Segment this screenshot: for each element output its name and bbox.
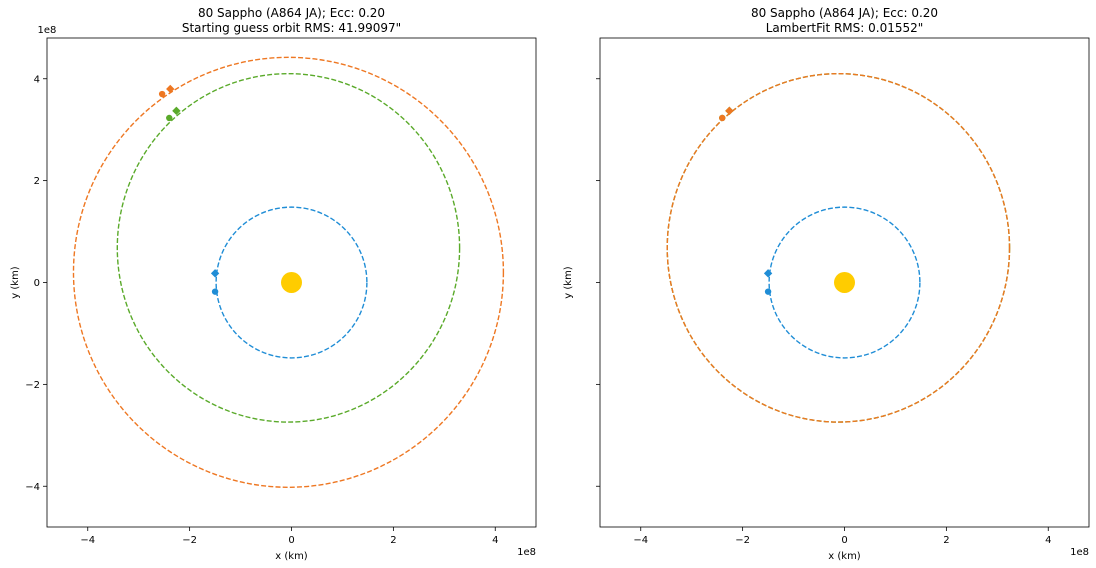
dot-marker-2: [166, 114, 173, 122]
x-tick-label: 0: [288, 535, 294, 546]
dot-marker-3: [158, 90, 166, 98]
dot-marker-1: [764, 288, 772, 295]
plot-area: [666, 72, 1011, 423]
x-tick-label: 2: [390, 535, 396, 546]
x-axis-label: x (km): [828, 551, 861, 562]
diamond-marker-1: [210, 269, 220, 278]
y-axis-label: y (km): [10, 266, 21, 299]
diamond-marker-2: [172, 106, 181, 116]
y-tick-label: 0: [34, 278, 40, 289]
x-exponent-label: 1e8: [1070, 547, 1089, 558]
chart-subtitle: LambertFit RMS: 0.01552": [766, 21, 924, 35]
dot-marker-1: [211, 288, 219, 295]
sun-marker: [281, 272, 302, 293]
diamond-marker-3: [725, 106, 734, 116]
diamond-marker-3: [166, 84, 175, 94]
x-tick-label: 4: [492, 535, 498, 546]
y-tick-label: 4: [34, 74, 40, 85]
chart-title: 80 Sappho (A864 JA); Ecc: 0.20: [751, 6, 938, 20]
x-exponent-label: 1e8: [517, 547, 536, 558]
dot-marker-3: [719, 114, 726, 122]
x-tick-label: 4: [1045, 535, 1051, 546]
sun-marker: [834, 272, 855, 293]
chart-panel-2: 80 Sappho (A864 JA); Ecc: 0.20LambertFit…: [563, 6, 1090, 562]
diamond-marker-1: [763, 269, 773, 278]
y-tick-label: 2: [34, 176, 40, 187]
y-axis-label: y (km): [563, 266, 574, 299]
plot-area: [72, 56, 505, 488]
x-tick-label: −2: [182, 535, 197, 546]
orbit-3: [666, 72, 1011, 423]
x-axis-label: x (km): [275, 551, 308, 562]
orbit-3: [72, 56, 505, 488]
chart-subtitle: Starting guess orbit RMS: 41.99097": [182, 21, 401, 35]
x-tick-label: −4: [80, 535, 95, 546]
x-tick-label: 2: [943, 535, 949, 546]
x-tick-label: −4: [633, 535, 648, 546]
y-tick-label: −2: [25, 380, 40, 391]
y-tick-label: −4: [25, 482, 40, 493]
orbit-1: [215, 206, 368, 359]
orbit-1: [768, 206, 921, 359]
x-tick-label: 0: [841, 535, 847, 546]
y-exponent-label: 1e8: [38, 25, 57, 36]
orbit-2: [116, 72, 461, 423]
chart-title: 80 Sappho (A864 JA); Ecc: 0.20: [198, 6, 385, 20]
x-tick-label: −2: [735, 535, 750, 546]
